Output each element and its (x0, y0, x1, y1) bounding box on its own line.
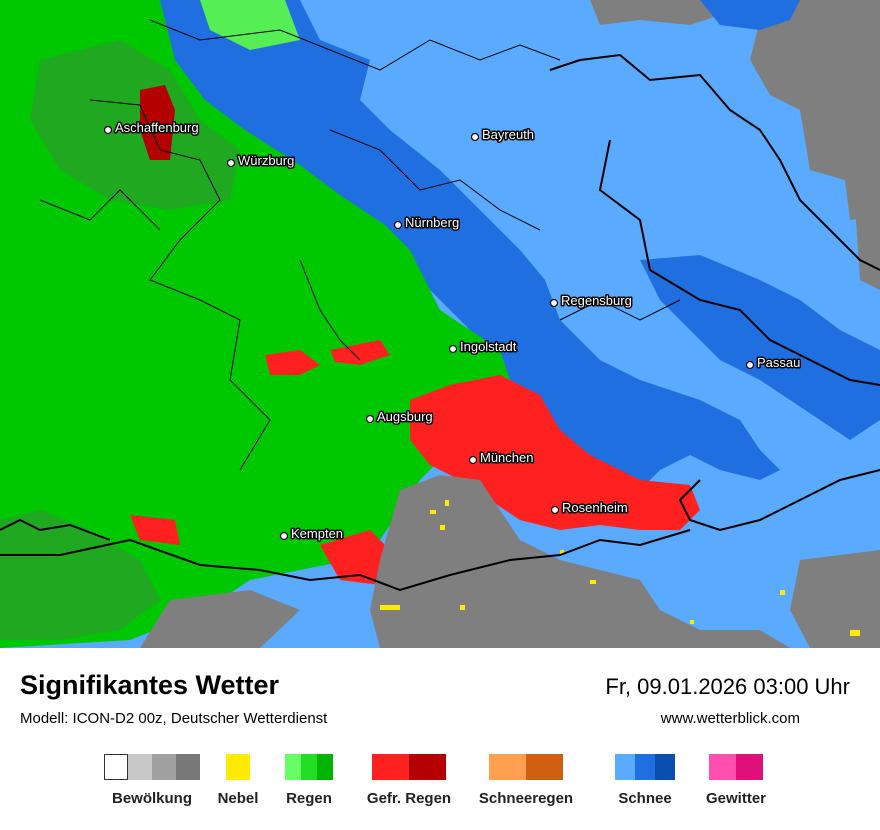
legend-swatch (301, 754, 317, 780)
city-bayreuth: Bayreuth (470, 126, 536, 144)
legend: Bewölkung Nebel Regen Gefr. Regen (0, 754, 880, 824)
legend-item-nebel: Nebel (218, 754, 258, 807)
legend-swatch (128, 754, 152, 780)
legend-swatches (104, 754, 200, 780)
legend-item-schneeregen: Schneeregen (479, 754, 573, 807)
legend-swatch (526, 754, 563, 780)
rain-heavy-north (30, 40, 240, 210)
city-label: Rosenheim (562, 500, 628, 515)
legend-label: Schneeregen (478, 790, 574, 807)
city-augsburg: Augsburg (365, 408, 434, 426)
city-label: München (480, 450, 533, 465)
map-title: Signifikantes Wetter (20, 670, 280, 700)
legend-swatch (489, 754, 526, 780)
city-passau: Passau (745, 354, 802, 372)
city-label: Nürnberg (405, 215, 459, 230)
legend-label: Gewitter (705, 790, 767, 807)
city-label: Regensburg (561, 293, 632, 308)
legend-swatches (372, 754, 446, 780)
legend-swatch (655, 754, 675, 780)
model-info: Modell: ICON-D2 00z, Deutscher Wetterdie… (20, 710, 328, 727)
freezing-rain-patch-1 (265, 350, 320, 375)
city-muenchen: München (468, 449, 535, 467)
legend-item-gefr-regen: Gefr. Regen (367, 754, 451, 807)
legend-swatch (736, 754, 763, 780)
footer: Signifikantes Wetter Modell: ICON-D2 00z… (0, 648, 880, 830)
legend-swatches (226, 754, 250, 780)
legend-swatch (104, 754, 128, 780)
legend-item-regen: Regen (285, 754, 333, 807)
city-aschaffenburg: Aschaffenburg (103, 119, 200, 137)
legend-label: Regen (286, 790, 332, 807)
legend-swatch (409, 754, 446, 780)
legend-swatch (615, 754, 635, 780)
legend-label: Nebel (217, 790, 259, 807)
legend-swatch (285, 754, 301, 780)
forecast-datetime: Fr, 09.01.2026 03:00 Uhr (605, 674, 850, 699)
legend-swatches (709, 754, 763, 780)
city-label: Kempten (291, 526, 343, 541)
city-nuernberg: Nürnberg (393, 214, 461, 232)
snow-moderate-band (160, 0, 780, 490)
city-label: Passau (757, 355, 800, 370)
legend-swatch (635, 754, 655, 780)
legend-swatch (226, 754, 250, 780)
cloud-area-northeast (590, 0, 880, 220)
national-borders (0, 53, 880, 592)
legend-swatch (152, 754, 176, 780)
legend-item-bewoelkung: Bewölkung (104, 754, 200, 807)
cloud-area-southeast (790, 550, 880, 648)
city-label: Augsburg (377, 409, 433, 424)
city-markers: Aschaffenburg Würzburg Bayreuth Nürnberg… (103, 119, 802, 543)
rain-heavy-southwest (0, 510, 160, 640)
legend-item-schnee: Schnee (615, 754, 675, 807)
legend-swatches (615, 754, 675, 780)
snow-moderate-north (700, 0, 800, 30)
legend-item-gewitter: Gewitter (706, 754, 766, 807)
cloud-area-alps (370, 475, 790, 648)
website-link[interactable]: www.wetterblick.com (660, 710, 800, 727)
snow-moderate-east (640, 255, 880, 440)
cloud-area-southwest (140, 590, 300, 648)
region-borders (39, 19, 681, 471)
freezing-rain-patch-2 (330, 340, 390, 365)
legend-swatch (709, 754, 736, 780)
fog-patches (380, 500, 860, 636)
legend-swatches (489, 754, 563, 780)
freezing-rain-heavy-north (140, 85, 175, 160)
city-label: Ingolstadt (460, 339, 517, 354)
freezing-rain-patch-3 (130, 515, 180, 545)
city-wuerzburg: Würzburg (226, 152, 296, 170)
legend-swatch (372, 754, 409, 780)
city-label: Würzburg (238, 153, 294, 168)
legend-swatch (176, 754, 200, 780)
rain-light-north (200, 0, 300, 50)
legend-label: Schnee (618, 790, 672, 807)
city-ingolstadt: Ingolstadt (448, 338, 518, 356)
legend-swatches (285, 754, 333, 780)
weather-map-canvas: Aschaffenburg Würzburg Bayreuth Nürnberg… (0, 0, 880, 648)
city-regensburg: Regensburg (549, 292, 633, 310)
city-kempten: Kempten (279, 525, 345, 543)
weather-map: Aschaffenburg Würzburg Bayreuth Nürnberg… (0, 0, 880, 648)
city-rosenheim: Rosenheim (550, 499, 629, 517)
legend-label: Bewölkung (111, 790, 193, 807)
legend-swatch (317, 754, 333, 780)
legend-label: Gefr. Regen (366, 790, 452, 807)
city-label: Aschaffenburg (115, 120, 199, 135)
city-label: Bayreuth (482, 127, 534, 142)
